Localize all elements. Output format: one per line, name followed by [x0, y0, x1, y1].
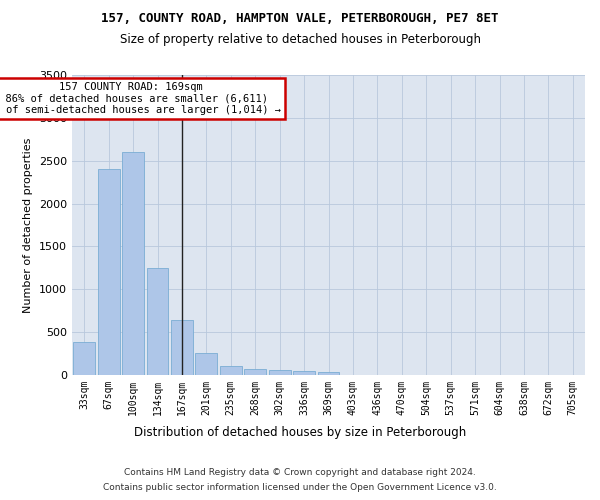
Bar [196, 353, 217, 375]
Bar [73, 342, 95, 375]
Bar [171, 320, 193, 375]
Y-axis label: Number of detached properties: Number of detached properties [23, 138, 34, 312]
Text: Contains public sector information licensed under the Open Government Licence v3: Contains public sector information licen… [103, 483, 497, 492]
Bar [98, 170, 119, 375]
Text: Size of property relative to detached houses in Peterborough: Size of property relative to detached ho… [119, 32, 481, 46]
Text: 157 COUNTY ROAD: 169sqm
← 86% of detached houses are smaller (6,611)
13% of semi: 157 COUNTY ROAD: 169sqm ← 86% of detache… [0, 82, 281, 115]
Bar [220, 366, 242, 375]
Bar [269, 370, 290, 375]
Bar [244, 370, 266, 375]
Text: Distribution of detached houses by size in Peterborough: Distribution of detached houses by size … [134, 426, 466, 439]
Bar [146, 268, 169, 375]
Text: 157, COUNTY ROAD, HAMPTON VALE, PETERBOROUGH, PE7 8ET: 157, COUNTY ROAD, HAMPTON VALE, PETERBOR… [101, 12, 499, 26]
Bar [122, 152, 144, 375]
Bar [317, 372, 340, 375]
Bar [293, 371, 315, 375]
Text: Contains HM Land Registry data © Crown copyright and database right 2024.: Contains HM Land Registry data © Crown c… [124, 468, 476, 477]
